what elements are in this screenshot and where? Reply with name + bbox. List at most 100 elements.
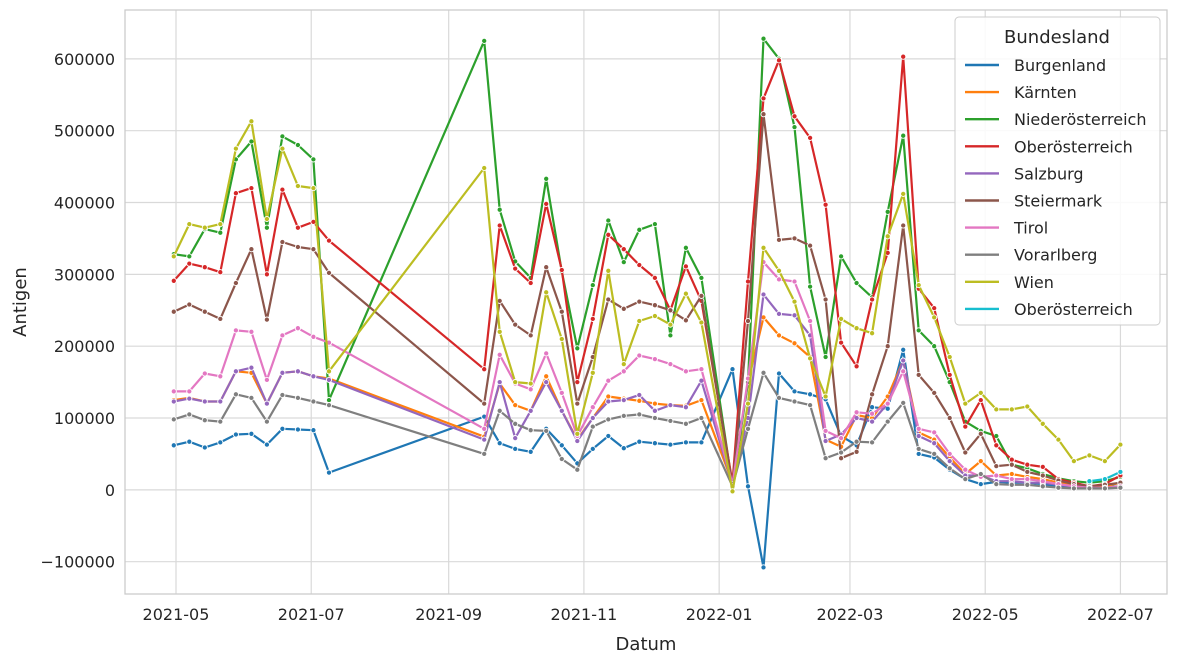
legend-entry[interactable]: Tirol [965, 219, 1048, 238]
data-point [170, 416, 177, 423]
legend[interactable]: Bundesland Burgenland Kärnten Niederösterr… [954, 16, 1161, 326]
data-point [869, 439, 876, 446]
data-point [186, 253, 193, 260]
data-point [1008, 406, 1015, 413]
data-point [232, 279, 239, 287]
legend-entry[interactable]: Vorarlberg [965, 246, 1097, 265]
data-point [869, 404, 876, 411]
legend-label: Niederösterreich [1014, 110, 1146, 129]
data-point [962, 400, 969, 407]
data-point [1039, 478, 1046, 485]
data-point [589, 423, 596, 430]
data-point [512, 435, 519, 442]
data-point [760, 369, 767, 376]
data-point [698, 439, 705, 446]
data-point [496, 440, 503, 447]
tick-labels: −100000 0 100000 200000 300000 400000 500000 60… [41, 50, 1154, 624]
data-point [512, 265, 519, 272]
y-tick-label: 500000 [54, 122, 115, 141]
data-point [915, 327, 922, 334]
data-point [651, 274, 658, 281]
data-point [481, 164, 488, 172]
legend-label: Vorarlberg [1014, 246, 1097, 265]
data-point [791, 298, 798, 305]
data-point [325, 237, 333, 244]
data-point [263, 418, 270, 425]
data-point [636, 438, 643, 445]
data-point [574, 345, 581, 352]
data-point [217, 398, 224, 405]
y-tick-label: 300000 [54, 265, 115, 284]
data-point [744, 317, 752, 325]
data-point [170, 253, 177, 260]
data-point [574, 400, 581, 407]
data-point [807, 402, 814, 409]
legend-entry[interactable]: Niederösterreich [965, 110, 1146, 129]
data-point [900, 346, 907, 353]
data-point [682, 317, 689, 324]
data-point [900, 222, 907, 229]
data-point [527, 332, 534, 339]
data-point [791, 113, 798, 120]
data-point [791, 398, 798, 405]
data-point [263, 400, 270, 407]
data-point [791, 235, 798, 242]
data-point [760, 111, 767, 118]
data-point [1039, 472, 1046, 479]
legend-entry[interactable]: Salzburg [965, 164, 1084, 183]
data-point [853, 325, 860, 332]
data-point [977, 430, 984, 437]
y-axis-label: Antigen [10, 267, 31, 337]
data-point [186, 438, 193, 445]
data-point [279, 369, 286, 376]
data-point [558, 335, 565, 343]
data-point [170, 277, 177, 284]
legend-label: Tirol [1013, 219, 1048, 238]
data-point [263, 271, 270, 278]
data-point [620, 246, 627, 253]
data-point [1024, 481, 1031, 488]
data-point [946, 450, 953, 457]
legend-entry[interactable]: Oberösterreich [965, 137, 1133, 156]
data-point [807, 391, 814, 398]
data-point [775, 236, 783, 243]
data-point [605, 377, 612, 384]
data-point [589, 445, 596, 452]
data-point [682, 290, 689, 297]
data-point [838, 435, 845, 442]
data-point [822, 455, 829, 462]
data-point [1008, 476, 1015, 483]
data-point [201, 264, 208, 271]
data-point [682, 404, 689, 411]
data-point [931, 389, 938, 396]
legend-entry[interactable]: Oberösterreich [965, 300, 1133, 319]
data-point [620, 305, 627, 312]
data-point [838, 339, 845, 346]
data-point [589, 404, 596, 411]
legend-label: Kärnten [1014, 83, 1077, 102]
legend-entry[interactable]: Burgenland [965, 56, 1106, 75]
series-line [173, 261, 1121, 489]
x-tick-label: 2022-05 [952, 605, 1019, 624]
legend-entry[interactable]: Steiermark [965, 192, 1103, 211]
data-point [729, 488, 736, 495]
data-point [496, 351, 503, 358]
legend-entry[interactable]: Kärnten [965, 83, 1077, 102]
data-point [543, 427, 550, 434]
data-point [698, 366, 705, 373]
data-point [915, 425, 922, 432]
y-tick-label: 600000 [54, 50, 115, 69]
data-point [884, 343, 891, 350]
data-point [543, 289, 550, 296]
data-point [248, 185, 255, 192]
data-point [186, 388, 193, 395]
data-point [217, 221, 224, 228]
data-point [232, 368, 239, 375]
data-point [760, 95, 767, 102]
data-point [682, 420, 689, 427]
legend-entry[interactable]: Wien [965, 273, 1054, 292]
data-point [170, 308, 177, 315]
data-point [589, 414, 596, 422]
data-point [1008, 461, 1015, 468]
data-point [915, 450, 922, 457]
